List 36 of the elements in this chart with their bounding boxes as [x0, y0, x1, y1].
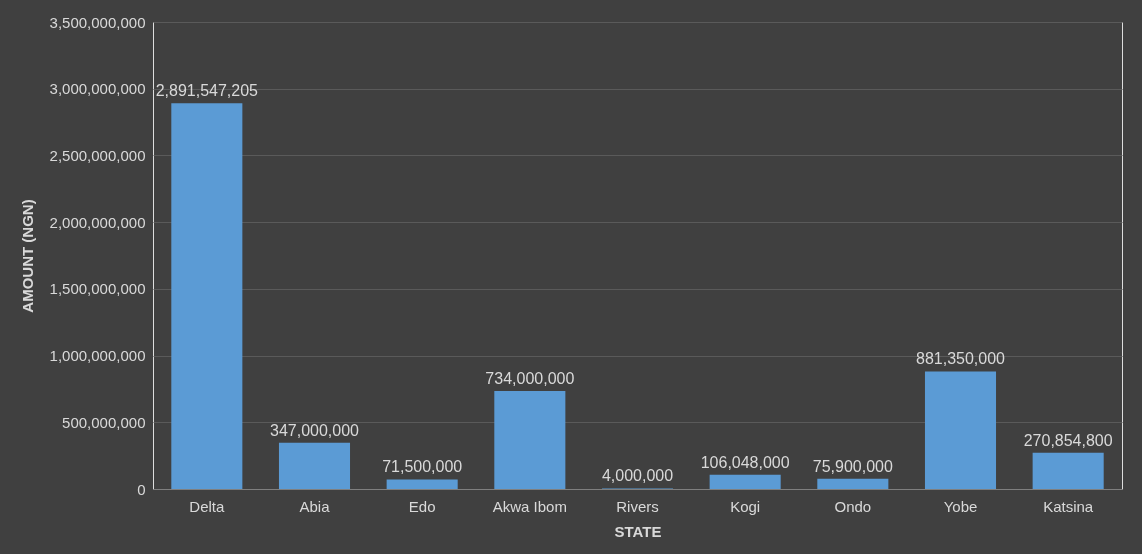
x-tick-label: Delta — [189, 497, 225, 515]
data-label: 71,500,000 — [382, 458, 463, 476]
y-tick-label: 500,000,000 — [62, 413, 146, 431]
x-tick-label: Abia — [299, 497, 331, 515]
x-tick-label: Edo — [408, 497, 436, 515]
x-tick-label: Akwa Ibom — [492, 497, 567, 515]
y-tick-label: 0 — [137, 480, 146, 498]
data-label: 106,048,000 — [700, 453, 790, 471]
y-tick-label: 2,500,000,000 — [49, 146, 146, 164]
y-tick-label: 1,500,000,000 — [49, 280, 146, 298]
bar — [924, 371, 997, 489]
y-tick-label: 1,000,000,000 — [49, 347, 146, 365]
y-axis-title: AMOUNT (NGN) — [18, 199, 36, 313]
x-tick-label: Rivers — [616, 497, 659, 515]
y-tick-label: 2,000,000,000 — [49, 213, 146, 231]
x-tick-label: Yobe — [943, 497, 978, 515]
y-tick-label: 3,500,000,000 — [49, 13, 146, 31]
bar — [709, 474, 781, 489]
x-tick-label: Katsina — [1043, 497, 1094, 515]
bar — [171, 103, 243, 489]
data-label: 881,350,000 — [916, 350, 1006, 368]
x-tick-label: Ondo — [834, 497, 872, 515]
x-tick-label: Kogi — [730, 497, 761, 515]
data-label: 347,000,000 — [270, 421, 360, 439]
data-label: 75,900,000 — [812, 457, 893, 475]
data-label: 270,854,800 — [1023, 431, 1113, 449]
data-label: 734,000,000 — [485, 370, 575, 388]
bar — [278, 442, 351, 489]
bar — [494, 391, 566, 489]
bar — [817, 478, 889, 489]
data-label: 2,891,547,205 — [155, 82, 259, 100]
bar — [386, 479, 458, 489]
x-axis-title: STATE — [614, 522, 662, 540]
y-tick-label: 3,000,000,000 — [49, 80, 146, 98]
data-label: 4,000,000 — [601, 467, 674, 485]
bar — [1032, 452, 1104, 489]
